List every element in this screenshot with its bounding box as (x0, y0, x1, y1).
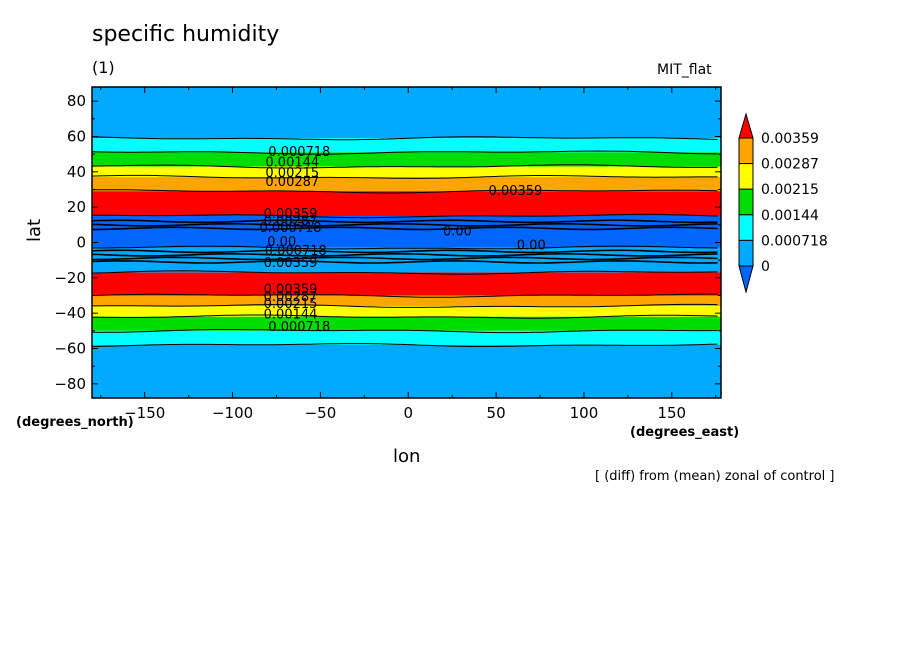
y-tick-label: −80 (54, 375, 86, 393)
contour-line-0 (91, 136, 718, 141)
y-tick-label: 40 (67, 163, 86, 181)
band-0 (92, 87, 721, 139)
contour-line-8 (91, 293, 718, 298)
contour-line-2 (91, 164, 718, 169)
y-tick-label: 0 (76, 234, 86, 252)
band-9 (92, 295, 721, 307)
contour-line-11 (91, 329, 718, 334)
contour-label: 0.00 (267, 235, 296, 250)
band-4 (92, 177, 721, 192)
tropical-contour-0 (91, 219, 718, 224)
contour-lines (91, 136, 718, 348)
contour-label: 0.00144 (264, 307, 318, 322)
model-label: MIT_flat (657, 62, 712, 78)
contour-bands (92, 87, 721, 398)
band-5 (92, 191, 721, 216)
x-tick-label: −150 (124, 404, 165, 422)
contour-label: 0.000718 (268, 320, 330, 335)
tropical-contour-5 (91, 256, 718, 261)
colorbar: 0.00359 0.00287 0.00215 0.00144 0.000718 0 (738, 112, 828, 294)
chart-title: specific humidity (92, 22, 280, 47)
x-tick-label: 50 (487, 404, 506, 422)
contour-label: 0.00359 (264, 207, 318, 222)
colorbar-swatch (738, 188, 754, 216)
colorbar-label: 0.00215 (761, 182, 819, 198)
contour-label: 0.00 (443, 224, 472, 239)
contour-label: 0.00359 (489, 184, 543, 199)
colorbar-label: 0.00287 (761, 157, 819, 173)
y-axis-units: (degrees_north) (16, 415, 134, 430)
footnote: [ (diff) from (mean) zonal of control ] (595, 469, 835, 484)
tropical-contour-1 (91, 223, 718, 227)
y-tick-label: 60 (67, 127, 86, 145)
tropical-contour-2 (92, 226, 718, 231)
contour-label: 0.00 (517, 239, 546, 254)
band-12 (92, 330, 721, 345)
colorbar-label: 0.000718 (761, 233, 828, 249)
colorbar-swatch (738, 214, 754, 241)
x-tick-label: 0 (403, 404, 413, 422)
band-1 (92, 138, 721, 153)
colorbar-arrow-bottom (738, 265, 754, 294)
contour-label: 0.00144 (265, 156, 319, 171)
y-tick-label: −40 (54, 304, 86, 322)
contour-label: 0.00359 (264, 283, 318, 298)
contour-line-7 (91, 270, 718, 275)
tropical-contour-4 (91, 253, 718, 257)
band-11 (92, 316, 721, 331)
x-tick-label: −50 (305, 404, 337, 422)
x-tick-label: −100 (212, 404, 253, 422)
contour-line-6 (92, 245, 718, 250)
contour-line-5 (91, 213, 718, 219)
contour-label: 0.00287 (264, 214, 318, 229)
colorbar-swatch (738, 163, 754, 190)
y-tick-label: −60 (54, 340, 86, 358)
tropical-contour-6 (91, 260, 718, 264)
contour-label: 0.00215 (265, 166, 319, 181)
contour-label: 0.00287 (265, 175, 319, 190)
contour-label: 0.00287 (264, 290, 318, 305)
y-tick-label: −20 (54, 269, 86, 287)
band-13 (92, 344, 721, 398)
band-8 (92, 272, 721, 296)
colorbar-label: 0.00144 (761, 208, 819, 224)
contour-line-9 (92, 303, 718, 308)
colorbar-swatch (738, 239, 754, 267)
contour-label: 0.000718 (260, 221, 322, 236)
contour-line-10 (91, 314, 718, 319)
x-axis-label: lon (393, 446, 421, 467)
contour-line-4 (91, 189, 718, 194)
axes: −150 −100 −50 0 50 100 150 −80 −60 −40 −20 0 20 40 60 8… (54, 87, 721, 422)
colorbar-label: 0 (761, 259, 770, 275)
x-tick-label: 100 (570, 404, 599, 422)
contour-line-1 (91, 150, 718, 155)
contour-line-12 (91, 343, 718, 348)
band-10 (92, 306, 721, 317)
y-tick-label: 80 (67, 92, 86, 110)
x-axis-units: (degrees_east) (630, 425, 740, 440)
contour-label: 0.000718 (265, 244, 327, 259)
band-3 (92, 166, 721, 178)
band-2 (92, 152, 721, 167)
colorbar-label: 0.00359 (761, 131, 819, 147)
contour-labels: 0.0007180.001440.002150.002870.003590.00… (260, 145, 546, 335)
x-tick-label: 150 (657, 404, 686, 422)
contour-line-3 (91, 174, 718, 179)
tropical-contour-3 (91, 249, 718, 254)
contour-label: 0.000718 (268, 145, 330, 160)
contour-label: 0.00359 (264, 256, 318, 271)
contour-label: 0.00215 (264, 297, 318, 312)
colorbar-swatch (738, 137, 754, 165)
colorbar-arrow-top (738, 112, 754, 139)
chart-subtitle: (1) (92, 58, 115, 77)
y-tick-label: 20 (67, 198, 86, 216)
